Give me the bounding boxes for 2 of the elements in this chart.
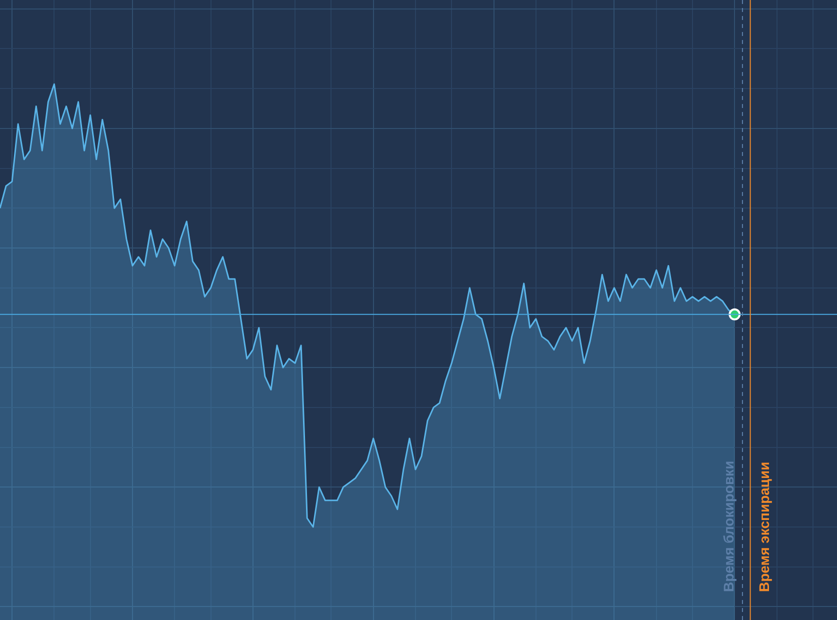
annotation: Время экспирации (756, 462, 772, 592)
annotation: Время блокировки (720, 460, 736, 592)
